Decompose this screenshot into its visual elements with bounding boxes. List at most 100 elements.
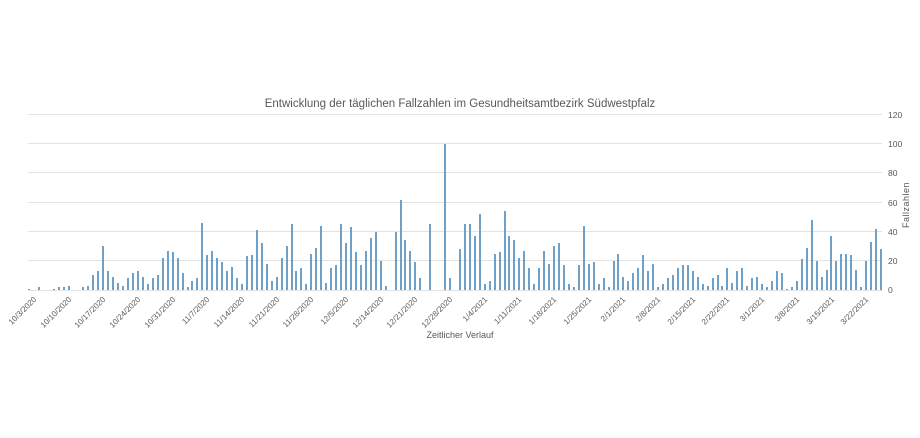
y-tick-label: 0 (888, 285, 893, 295)
bar (558, 243, 561, 290)
bar (330, 268, 333, 290)
bar (181, 272, 184, 290)
bar (800, 259, 803, 290)
bar (696, 276, 699, 290)
bar (87, 285, 90, 290)
bar (458, 249, 461, 290)
bar (156, 275, 159, 290)
x-tick-label: 2/1/2021 (599, 295, 628, 324)
bar (622, 276, 625, 290)
y-tick-label: 80 (888, 168, 898, 179)
bar (582, 225, 585, 290)
bar (231, 266, 234, 290)
chart-title: Entwicklung der täglichen Fallzahlen im … (264, 98, 656, 110)
x-tick-label: 2/15/2021 (665, 295, 698, 327)
bar (825, 269, 828, 290)
bar (295, 271, 298, 290)
x-tick-label: 10/10/2020 (38, 295, 74, 330)
bar (667, 278, 669, 290)
bar (285, 246, 288, 290)
bar (419, 278, 422, 290)
bar (364, 250, 367, 290)
bar (671, 275, 674, 290)
bar (216, 257, 219, 290)
bar (255, 230, 258, 290)
bar (468, 224, 471, 290)
bar (310, 253, 313, 290)
bar (731, 282, 734, 290)
bar (399, 199, 402, 290)
bar (513, 240, 516, 290)
bar (498, 252, 501, 290)
y-axis-title: Fallzahlen (901, 181, 911, 229)
bar (860, 287, 863, 290)
x-tick-label: 3/8/2021 (772, 295, 802, 324)
bar (151, 278, 154, 290)
bar (384, 285, 387, 290)
bar (280, 257, 283, 290)
bar (785, 288, 788, 290)
bar (592, 262, 595, 290)
bar (637, 268, 640, 290)
bar (354, 252, 357, 290)
bar (701, 284, 704, 290)
bar (241, 284, 243, 290)
x-tick-label: 10/17/2020 (73, 295, 108, 330)
bar (141, 276, 144, 290)
bar (716, 275, 719, 290)
bar (265, 263, 268, 290)
bar (780, 272, 783, 290)
bar (657, 287, 660, 290)
bar (632, 272, 635, 290)
gridline-y-40 (28, 230, 882, 232)
x-tick-label: 11/28/2020 (281, 295, 316, 330)
bar (830, 236, 833, 290)
x-tick-label: 10/31/2020 (142, 295, 178, 330)
bar (92, 275, 95, 290)
bar (112, 276, 115, 290)
bar (250, 255, 253, 290)
bar (166, 250, 169, 290)
x-tick-label: 1/11/2021 (492, 295, 524, 327)
bar (369, 237, 372, 290)
bar (102, 246, 105, 290)
bar (771, 281, 774, 290)
bar (736, 271, 739, 290)
bar (122, 285, 125, 290)
bar (191, 281, 194, 290)
bar (652, 263, 655, 290)
bar (488, 281, 491, 290)
bar (647, 271, 650, 290)
bar (815, 260, 818, 290)
y-tick-label: 120 (888, 110, 903, 120)
bar (721, 285, 724, 290)
bar (523, 250, 526, 290)
bar (52, 288, 55, 290)
x-tick-label: 10/24/2020 (107, 295, 143, 330)
bar (414, 262, 417, 290)
bar (132, 272, 135, 290)
bar (880, 249, 882, 290)
bar (409, 250, 412, 290)
bar (161, 257, 164, 290)
bar (245, 256, 248, 290)
bar (28, 288, 30, 290)
bar (211, 250, 214, 290)
bar (746, 285, 749, 290)
bar (810, 220, 813, 290)
bar (855, 269, 858, 290)
bar (761, 284, 764, 290)
bar (379, 260, 382, 290)
bar (270, 281, 273, 290)
bar (444, 144, 447, 290)
bar (840, 253, 843, 290)
bar (662, 284, 665, 290)
x-tick-label: 11/14/2020 (212, 295, 247, 330)
bar (107, 271, 110, 290)
bar (171, 252, 174, 290)
bar (300, 268, 303, 290)
bar (775, 271, 778, 290)
bar (315, 247, 318, 290)
bar (850, 255, 853, 290)
